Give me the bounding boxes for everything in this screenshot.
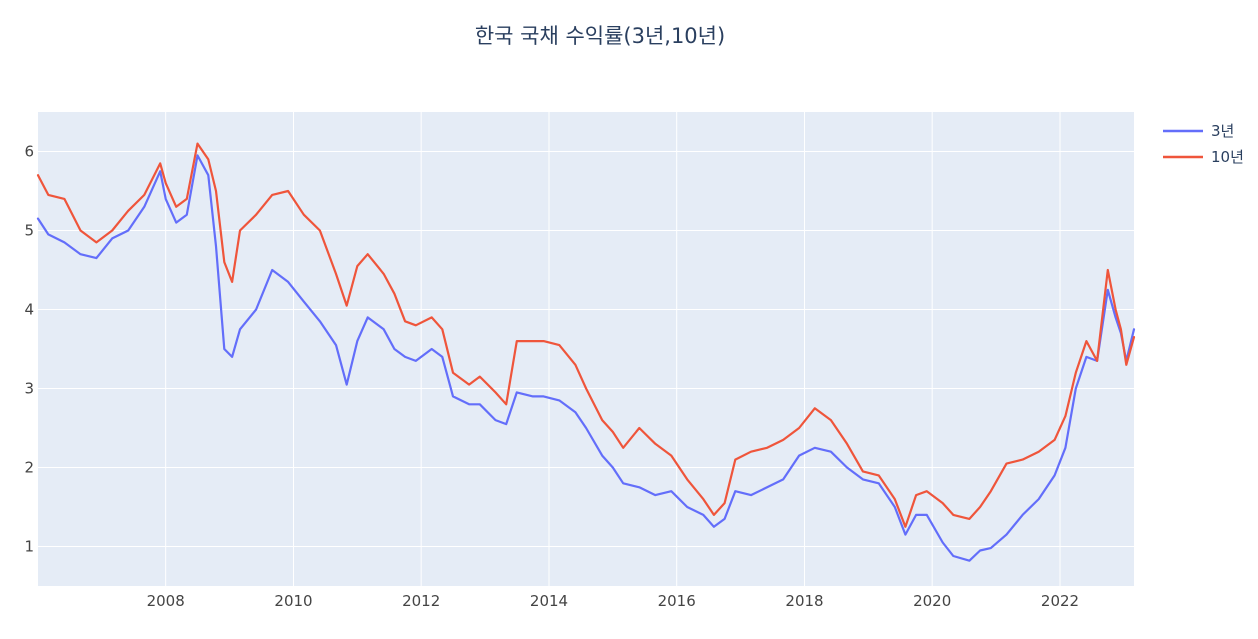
- chart-title: 한국 국채 수익률(3년,10년): [475, 24, 725, 48]
- y-tick-label: 1: [24, 538, 34, 556]
- series-layer: [36, 142, 1136, 562]
- plot-area-background: [38, 112, 1134, 586]
- x-tick-label: 2012: [402, 592, 440, 610]
- y-tick-label: 6: [24, 143, 34, 161]
- series-line-1[interactable]: [36, 142, 1136, 528]
- x-tick-label: 2020: [913, 592, 951, 610]
- series-line-0[interactable]: [36, 154, 1136, 562]
- x-tick-label: 2018: [785, 592, 823, 610]
- y-axis-ticks: 1 2 3 4 5 6: [24, 143, 34, 556]
- legend-label: 10년: [1211, 148, 1244, 166]
- x-tick-label: 2016: [658, 592, 696, 610]
- legend-label: 3년: [1211, 122, 1234, 140]
- x-tick-label: 2008: [147, 592, 185, 610]
- legend-item[interactable]: 10년: [1163, 148, 1244, 166]
- grid-lines: [38, 112, 1134, 586]
- x-axis-ticks: 2008 2010 2012 2014 2016 2018 2020 2022: [147, 592, 1080, 610]
- x-tick-label: 2022: [1041, 592, 1079, 610]
- x-tick-label: 2014: [530, 592, 568, 610]
- x-tick-label: 2010: [274, 592, 312, 610]
- y-tick-label: 4: [24, 301, 34, 319]
- y-tick-label: 3: [24, 380, 34, 398]
- legend-item[interactable]: 3년: [1163, 122, 1234, 140]
- y-tick-label: 5: [24, 222, 34, 240]
- y-tick-label: 2: [24, 459, 34, 477]
